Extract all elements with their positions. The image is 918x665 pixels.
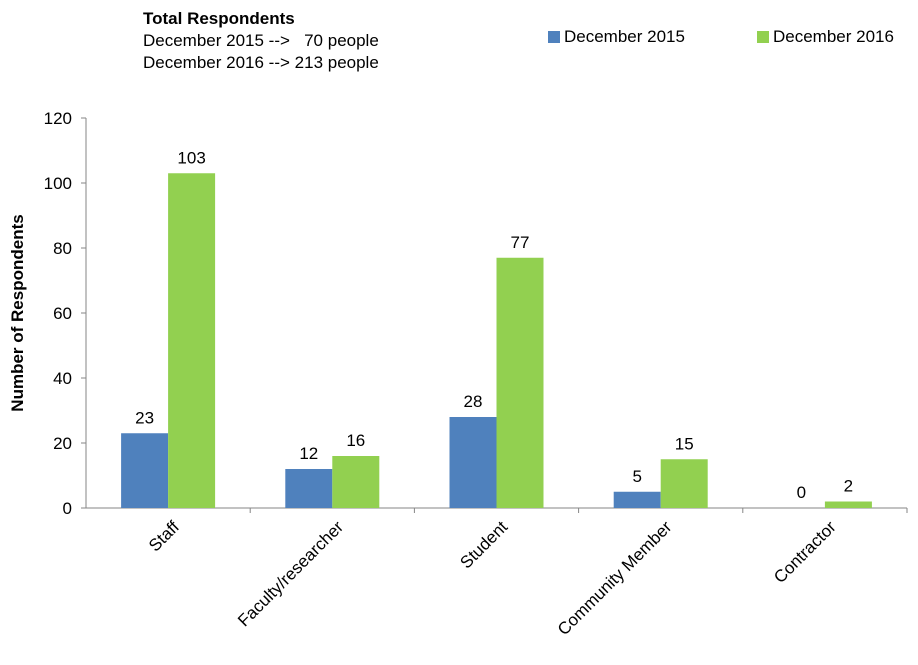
data-label-2015: 12: [299, 444, 318, 463]
bar-2016-faculty-researcher: [332, 456, 380, 508]
y-tick-label: 40: [53, 369, 72, 388]
y-tick-label: 20: [53, 434, 72, 453]
x-tick-label: Staff: [145, 517, 183, 555]
y-tick-label: 100: [44, 174, 72, 193]
note-title: Total Respondents: [143, 9, 295, 28]
legend-label-2016: December 2016: [773, 27, 894, 46]
legend-item-2015: December 2015: [548, 27, 685, 47]
y-tick-label: 80: [53, 239, 72, 258]
x-tick-label: Faculty/researcher: [234, 517, 347, 630]
bar-2016-staff: [168, 173, 216, 508]
y-tick-label: 120: [44, 109, 72, 128]
y-tick-label: 0: [63, 499, 72, 518]
y-tick-label: 60: [53, 304, 72, 323]
bar-2015-faculty-researcher: [285, 469, 333, 508]
bar-2015-staff: [121, 433, 169, 508]
x-tick-label: Community Member: [554, 517, 676, 639]
data-label-2016: 103: [177, 148, 205, 167]
data-label-2016: 16: [346, 431, 365, 450]
data-label-2015: 5: [632, 467, 641, 486]
legend-swatch-2015: [548, 31, 560, 43]
x-tick-label: Contractor: [770, 517, 840, 587]
legend-swatch-2016: [757, 31, 769, 43]
bar-2016-community-member: [660, 459, 708, 508]
note-line-2016: December 2016 --> 213 people: [143, 53, 379, 72]
x-tick-label: Student: [456, 517, 511, 572]
data-label-2015: 23: [135, 408, 154, 427]
bar-2016-student: [496, 257, 544, 508]
note-line-2015: December 2015 --> 70 people: [143, 31, 379, 50]
bar-2016-contractor: [824, 501, 872, 508]
data-label-2015: 0: [797, 483, 806, 502]
bar-2015-community-member: [613, 491, 661, 508]
y-axis-title: Number of Respondents: [8, 214, 27, 411]
bar-2015-student: [449, 417, 497, 508]
data-label-2015: 28: [464, 392, 483, 411]
legend-item-2016: December 2016: [757, 27, 894, 47]
data-label-2016: 77: [511, 233, 530, 252]
total-respondents-note: Total Respondents December 2015 --> 70 p…: [143, 8, 379, 74]
data-label-2016: 2: [844, 477, 853, 496]
data-label-2016: 15: [675, 434, 694, 453]
legend-label-2015: December 2015: [564, 27, 685, 46]
